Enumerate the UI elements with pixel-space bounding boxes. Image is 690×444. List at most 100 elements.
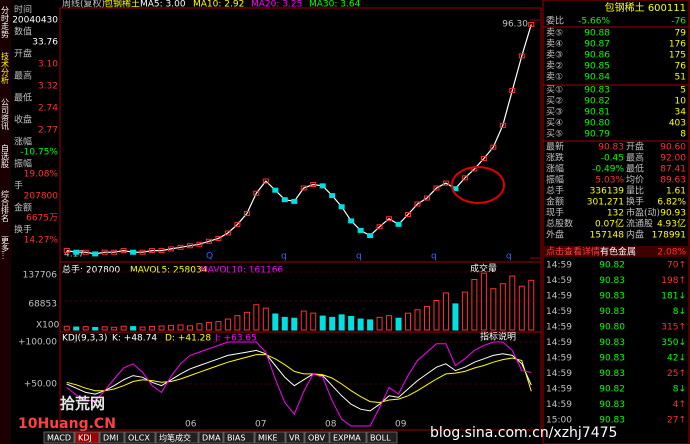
candle <box>73 249 80 255</box>
volume-bar <box>73 326 80 331</box>
volume-bar <box>490 288 497 331</box>
bottom-tab[interactable]: DMA <box>202 434 221 443</box>
candle <box>215 235 222 241</box>
candle <box>528 21 535 27</box>
bottom-tab-bg[interactable] <box>198 431 224 444</box>
kdj-tick-label: +50.00 <box>24 380 58 390</box>
volume-bar <box>300 310 307 331</box>
left-tab-strip <box>0 0 11 444</box>
left-tab[interactable]: 分时走势 <box>1 6 10 39</box>
info-value: 3.10 <box>38 60 58 70</box>
bottom-tab-bg[interactable] <box>366 431 398 444</box>
candle <box>357 227 364 233</box>
book-volume: 175 <box>669 51 686 61</box>
stat-value: 1.61 <box>666 187 686 197</box>
bottom-tab-bg[interactable] <box>304 431 330 444</box>
volume-bar <box>357 318 364 331</box>
bottom-tab-bg[interactable] <box>74 431 100 444</box>
bottom-tab-bg[interactable] <box>329 431 367 444</box>
bottom-tab[interactable]: MIKE <box>258 434 278 443</box>
candle <box>234 221 241 227</box>
tick-volume: 315↑ <box>661 323 686 333</box>
stock-name: 包钢稀土 <box>104 0 140 10</box>
ma-label: MA30: 3.64 <box>309 0 361 10</box>
kdj-d: D: +41.28 <box>165 334 211 344</box>
candle <box>130 249 137 255</box>
volume-bar <box>310 312 317 331</box>
left-tab[interactable]: 更多... <box>1 236 10 260</box>
detail-link[interactable]: 点击查看详情 <box>546 246 600 258</box>
bottom-tab[interactable]: KDJ <box>78 434 92 443</box>
volume-bar <box>158 325 165 331</box>
info-label: 时间 <box>14 4 32 16</box>
book-label: 卖② <box>546 61 563 72</box>
book-label: 卖⑤ <box>546 28 563 39</box>
candle <box>499 122 506 128</box>
info-label: 收盘 <box>14 114 32 126</box>
left-tab[interactable]: 技术分析 <box>1 51 10 85</box>
info-value: 14.27% <box>24 236 59 246</box>
stat-value: 6.82% <box>657 198 686 208</box>
candle <box>405 212 412 218</box>
bottom-tab[interactable]: OLCX <box>128 434 150 443</box>
detail-bar <box>544 246 689 257</box>
candle <box>386 216 393 222</box>
tick-time: 14:59 <box>546 276 572 286</box>
bottom-tab-bg[interactable] <box>155 431 199 444</box>
stat-label: 市盈(动) <box>626 207 660 219</box>
volume-bar <box>177 324 184 331</box>
bottom-tab[interactable]: BOLL <box>370 434 391 443</box>
bottom-tab-bg[interactable] <box>254 431 286 444</box>
candle <box>319 183 326 189</box>
book-label: 卖③ <box>546 50 563 61</box>
info-value: 33.76 <box>32 38 58 48</box>
stat-value: 0.07亿 <box>595 218 624 230</box>
bottom-tab-bg[interactable] <box>223 431 255 444</box>
bottom-tab-bg[interactable] <box>124 431 156 444</box>
bottom-tab[interactable]: MACD <box>47 434 71 443</box>
bottom-tab-bg[interactable] <box>285 431 305 444</box>
bottom-tab[interactable]: DMI <box>103 434 118 443</box>
book-price: 90.82 <box>584 97 610 107</box>
bottom-tab[interactable]: BIAS <box>227 434 245 443</box>
candle <box>224 230 231 236</box>
volume-bar <box>423 305 430 331</box>
left-tab[interactable]: 综合排名 <box>1 189 10 223</box>
bottom-tab[interactable]: 均笔成交 <box>159 433 191 443</box>
info-value: 3.32 <box>38 82 58 92</box>
candle <box>205 238 212 244</box>
volume-bar <box>509 275 516 331</box>
candle <box>338 204 345 210</box>
candle <box>272 187 279 193</box>
highlight-circle <box>451 166 505 204</box>
tick-volume: 27↑ <box>667 416 686 426</box>
book-price: 90.79 <box>584 130 610 140</box>
stat-value: -0.49% <box>592 165 624 175</box>
ma-label: MA10: 2.92 <box>193 0 244 10</box>
volume-bar <box>319 315 326 331</box>
book-price: 90.83 <box>584 86 610 96</box>
candle <box>111 249 118 255</box>
volume-bar <box>149 325 156 331</box>
bottom-tab-bg[interactable] <box>99 431 125 444</box>
kdj-help[interactable]: 指标说明 <box>480 331 516 343</box>
stat-label: 金额 <box>546 196 564 208</box>
bottom-tab[interactable]: VR <box>289 434 300 443</box>
volume-bar <box>528 279 535 331</box>
kdj-x-label: 07 <box>255 420 266 430</box>
book-volume: 51 <box>675 73 686 83</box>
left-tab[interactable]: 公司资讯 <box>1 98 10 131</box>
stat-label: 均价 <box>626 174 644 186</box>
volume-bar <box>196 323 203 331</box>
candle <box>253 190 260 196</box>
mavol-label: MAVOL10: 161166 <box>200 266 283 276</box>
bottom-tab[interactable]: OBV <box>308 434 326 443</box>
bottom-tab[interactable]: EXPMA <box>333 434 361 443</box>
bottom-tab-bg[interactable] <box>43 431 75 444</box>
left-tab[interactable]: 自选股 <box>1 143 10 169</box>
volume-bar <box>139 326 146 331</box>
stat-value: 5.03% <box>595 176 624 186</box>
info-label: 涨幅 <box>14 136 32 148</box>
candle <box>442 180 449 186</box>
